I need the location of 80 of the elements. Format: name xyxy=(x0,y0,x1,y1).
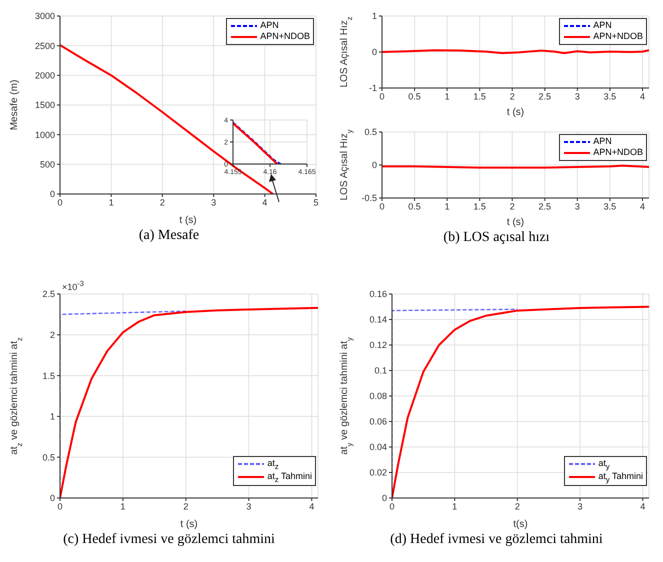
text: ×10$^{-3}$ xyxy=(62,279,84,292)
x-tick-label: 3 xyxy=(246,501,252,512)
x-tick-label: 3 xyxy=(578,501,583,512)
y-tick-label: 3000 xyxy=(34,11,55,22)
y-tick-label: 0.14 xyxy=(369,314,387,325)
x-tick-label: 0 xyxy=(57,197,63,208)
x-tick-label: 0.5 xyxy=(408,201,421,212)
y-tick-label: 1 xyxy=(372,11,377,22)
y-tick-label: 1500 xyxy=(34,100,55,110)
legend-label: APN xyxy=(260,20,279,32)
y-axis-title: Mesafe (m) xyxy=(9,80,20,130)
x-tick-label: 1.5 xyxy=(473,91,486,102)
legend-label: APN xyxy=(593,136,612,148)
y-tick-label: 0 xyxy=(372,47,377,58)
text: (d) Hedef ivmesi ve gözlemci tahmini xyxy=(389,532,604,548)
x-axis-title: t(s) xyxy=(513,519,528,530)
x-tick-label: 4 xyxy=(640,91,645,102)
x-tick-label: 2 xyxy=(160,197,165,208)
x-axis-title: t (s) xyxy=(180,519,198,530)
y-tick-label: 1 xyxy=(50,412,55,422)
legend-label: APN+NDOB xyxy=(593,147,643,158)
y-tick-label: 1.5 xyxy=(42,370,55,381)
x-tick-label: 1.5 xyxy=(473,201,486,212)
y-tick-label: 2.5 xyxy=(42,289,55,300)
x-tick-label: 5 xyxy=(313,197,319,208)
text: (a) Mesafe xyxy=(138,228,200,244)
y-tick-label: -1 xyxy=(368,83,377,94)
y-tick-label: 0.06 xyxy=(369,416,387,427)
x-tick-label: 3 xyxy=(211,197,216,208)
y-tick-label: 0.02 xyxy=(369,468,387,478)
x-tick-label: 1 xyxy=(120,501,126,512)
y-tick-label: 0.5 xyxy=(42,452,55,462)
x-tick-label: 0 xyxy=(57,501,63,512)
x-tick-label: 2.5 xyxy=(538,91,552,102)
x-tick-label: 2.5 xyxy=(538,201,552,212)
y-tick-label: 0 xyxy=(50,493,55,504)
y-tick-label: 0.1 xyxy=(374,366,387,376)
x-tick-label: 0.5 xyxy=(408,91,421,102)
x-tick-label: 1 xyxy=(452,501,458,512)
x-tick-label: 3.5 xyxy=(604,91,616,102)
x-axis-title: t (s) xyxy=(179,215,197,226)
legend-label: APN+NDOB xyxy=(260,31,310,42)
y-tick-label: 0.08 xyxy=(369,391,387,402)
y-tick-label: 2500 xyxy=(34,40,55,51)
x-tick-label: 3.5 xyxy=(604,201,616,212)
x-tick-label: 2 xyxy=(514,501,520,512)
x-tick-label: 1 xyxy=(108,197,114,208)
text: (c) Hedef ivmesi ve gözlemci tahmini xyxy=(62,532,276,548)
y-tick-label: 0.5 xyxy=(364,127,377,138)
x-tick-label: 1 xyxy=(444,91,450,102)
x-tick-label: 4 xyxy=(640,201,645,212)
legend-label: APN+NDOB xyxy=(593,31,643,42)
x-tick-label: 4 xyxy=(262,197,268,208)
y-tick-label: -0.5 xyxy=(361,193,377,204)
x-tick-label: 0 xyxy=(389,501,395,512)
y-tick-label: 0.16 xyxy=(369,289,387,300)
x-tick-label: 3 xyxy=(574,91,580,102)
text: (b) LOS açısal hızı xyxy=(442,230,551,246)
y-tick-label: 0 xyxy=(50,189,55,200)
x-axis-title: t (s) xyxy=(506,107,524,118)
y-tick-label: 0 xyxy=(382,493,387,504)
y-tick-label: 2 xyxy=(50,330,55,340)
y-tick-label: 1000 xyxy=(34,130,55,140)
legend-label: at$_{z}$ xyxy=(267,458,279,471)
x-tick-label: 3 xyxy=(574,201,580,212)
x-tick-label: 2 xyxy=(510,91,515,102)
x-tick-label: 2 xyxy=(510,201,515,212)
y-tick-label: 2000 xyxy=(34,70,55,81)
x-tick-label: 4 xyxy=(640,501,646,512)
legend-label: APN xyxy=(593,20,612,32)
y-tick-label: 0.12 xyxy=(369,340,387,350)
legend-label: at$_{y}$ xyxy=(598,458,610,471)
legend-label: at$_{y}$ Tahmini xyxy=(598,470,643,484)
x-tick-label: 2 xyxy=(183,501,188,512)
legend-label: at$_{z}$ Tahmini xyxy=(267,470,312,484)
y-tick-label: 500 xyxy=(40,160,55,170)
y-tick-label: 0.04 xyxy=(369,442,387,452)
x-tick-label: 1 xyxy=(444,201,450,212)
x-tick-label: 4 xyxy=(309,501,314,512)
x-axis-title: t (s) xyxy=(506,217,524,228)
